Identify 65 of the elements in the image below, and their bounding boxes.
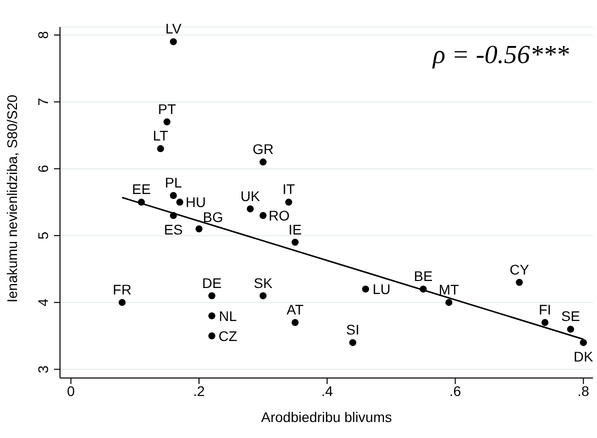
point <box>208 312 216 320</box>
y-axis-title: Ienakumu nevienlidziba, S80/S20 <box>4 94 20 302</box>
annotation: UK <box>240 188 261 204</box>
point <box>260 158 267 166</box>
point <box>580 339 587 346</box>
point <box>349 339 356 346</box>
annotation: GR <box>252 141 274 158</box>
y-tick-label: 3 <box>35 365 51 374</box>
y-tick-label: 8 <box>35 30 51 39</box>
x-tick-label: .8 <box>578 382 590 399</box>
annotation: NL <box>218 308 237 324</box>
annotation: SI <box>346 322 360 338</box>
x-tick-label: 0 <box>66 382 75 399</box>
point <box>170 192 177 199</box>
annotation: LT <box>152 128 169 144</box>
annotation: PT <box>158 100 176 117</box>
point <box>292 319 299 326</box>
x-axis-title: Arodbiedribu blivums <box>261 409 392 425</box>
point <box>246 205 254 212</box>
point <box>567 326 574 333</box>
annotation: DE <box>202 274 222 291</box>
point <box>196 225 203 232</box>
annotation: RO <box>268 208 290 224</box>
point <box>170 38 177 46</box>
point <box>362 286 370 293</box>
annotation: CZ <box>218 328 238 344</box>
point <box>260 212 267 220</box>
point <box>208 292 216 300</box>
annotation: BE <box>414 268 433 284</box>
y-tick-label: 4 <box>35 298 51 306</box>
annotation: HU <box>186 194 206 210</box>
y-tick-label: 5 <box>35 231 51 240</box>
annotation: ES <box>164 222 183 238</box>
annotation: LV <box>165 20 182 37</box>
annotation: ρ = -0.56*** <box>432 40 569 70</box>
annotation: MT <box>438 281 460 298</box>
x-tick-label: .4 <box>321 382 334 399</box>
point <box>541 319 548 326</box>
annotation: DK <box>574 348 594 365</box>
x-tick-label: .6 <box>449 382 462 399</box>
point <box>157 145 164 152</box>
annotation: LU <box>372 281 391 298</box>
annotation: FI <box>538 302 552 318</box>
x-tick-label: .2 <box>193 382 206 399</box>
annotation: IT <box>282 181 296 198</box>
point <box>118 298 126 306</box>
annotation: CY <box>510 261 530 278</box>
y-tick-label: 7 <box>35 98 51 106</box>
annotation: AT <box>286 302 304 318</box>
point <box>445 298 452 306</box>
point <box>208 332 216 340</box>
point <box>285 198 292 206</box>
annotation: SE <box>561 308 580 324</box>
point <box>260 292 267 300</box>
annotation: BG <box>202 208 224 225</box>
annotation: SK <box>254 274 274 291</box>
point <box>163 118 170 126</box>
annotation: FR <box>112 281 132 298</box>
point <box>176 198 184 206</box>
annotation: PL <box>164 174 182 190</box>
y-tick-label: 6 <box>35 164 51 173</box>
point <box>516 278 523 286</box>
annotation: IE <box>288 221 302 238</box>
point <box>292 238 299 246</box>
annotation: EE <box>132 181 151 198</box>
